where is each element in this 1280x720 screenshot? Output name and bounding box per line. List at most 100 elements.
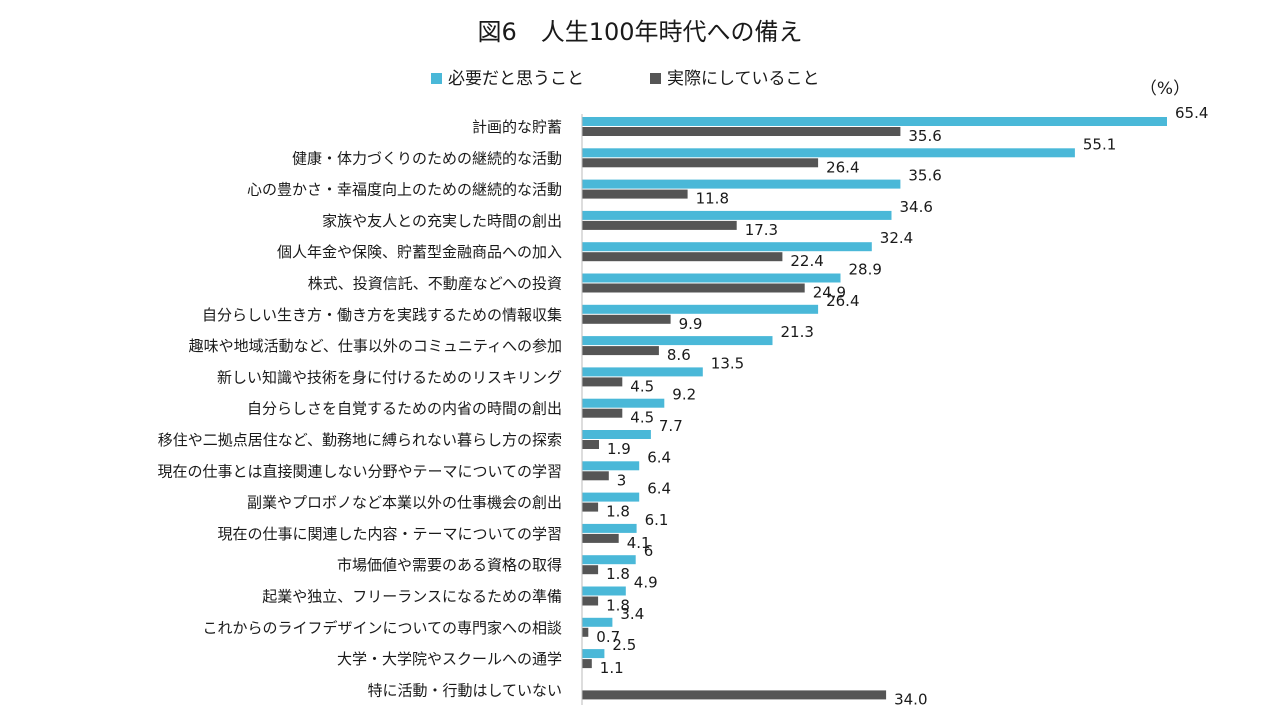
bar-needed — [582, 336, 773, 346]
bar-actual — [582, 346, 659, 356]
value-label-needed: 6.4 — [647, 448, 671, 466]
bar-needed — [582, 210, 892, 220]
bar-needed — [582, 430, 651, 439]
value-label-actual: 1.9 — [607, 440, 631, 458]
value-label-actual: 8.6 — [667, 346, 691, 364]
value-label-actual: 17.3 — [745, 221, 778, 239]
value-label-actual: 1.1 — [600, 659, 624, 677]
value-label-actual: 11.8 — [696, 190, 729, 208]
value-label-actual: 4.1 — [627, 534, 651, 552]
value-label-actual: 1.8 — [606, 565, 630, 583]
bar-needed — [582, 367, 703, 377]
category-label: 新しい知識や技術を身に付けるためのリスキリング — [217, 368, 562, 386]
value-label-actual: 0.7 — [596, 628, 620, 646]
value-label-needed: 34.6 — [900, 198, 933, 216]
value-label-actual: 1.8 — [606, 597, 630, 615]
value-label-needed: 13.5 — [711, 354, 744, 372]
category-label: 現在の仕事に関連した内容・テーマについての学習 — [217, 525, 562, 543]
value-label-needed: 55.1 — [1083, 135, 1116, 153]
value-label-needed: 32.4 — [880, 229, 913, 247]
bar-actual — [582, 533, 619, 543]
chart-title: 図6 人生100年時代への備え — [477, 18, 802, 46]
bar-needed — [582, 304, 819, 314]
bar-actual — [582, 502, 599, 512]
bar-actual — [582, 314, 671, 324]
category-label: 計画的な貯蓄 — [472, 118, 562, 136]
bar-actual — [582, 377, 623, 387]
bar-needed — [582, 461, 640, 471]
value-label-needed: 26.4 — [826, 292, 859, 310]
legend-label-needed: 必要だと思うこと — [448, 69, 584, 89]
legend-swatch-actual — [650, 73, 661, 84]
bar-actual — [582, 440, 599, 449]
bar-actual — [582, 189, 688, 199]
category-label: 移住や二拠点居住など、勤務地に縛られない暮らし方の探索 — [158, 431, 562, 449]
value-label-actual: 22.4 — [790, 252, 823, 270]
category-label: 特に活動・行動はしていない — [367, 681, 562, 699]
legend: 必要だと思うこと 実際にしていること — [431, 69, 820, 89]
bar-actual — [582, 596, 599, 606]
value-label-actual: 4.5 — [630, 377, 654, 395]
bar-needed — [582, 555, 636, 565]
value-label-needed: 2.5 — [612, 636, 636, 654]
value-label-actual: 3 — [617, 471, 627, 489]
value-label-needed: 35.6 — [908, 167, 941, 185]
bar-actual — [582, 283, 805, 293]
value-label-actual: 35.6 — [908, 127, 941, 145]
bar-actual — [582, 220, 737, 230]
value-label-actual: 34.0 — [894, 690, 927, 708]
bar-actual — [582, 659, 592, 669]
value-label-needed: 4.9 — [634, 574, 658, 592]
category-label: 副業やプロボノなど本業以外の仕事機会の創出 — [247, 494, 562, 512]
bar-needed — [582, 273, 841, 283]
value-label-actual: 26.4 — [826, 158, 859, 176]
bar-actual — [582, 408, 623, 418]
category-label: 心の豊かさ・幸福度向上のための継続的な活動 — [247, 181, 562, 199]
category-label: 大学・大学院やスクールへの通学 — [337, 650, 562, 668]
value-label-actual: 9.9 — [679, 315, 703, 333]
bar-needed — [582, 523, 637, 533]
bar-needed — [582, 117, 1167, 126]
value-label-needed: 6.4 — [647, 480, 671, 498]
bar-needed — [582, 148, 1075, 158]
bar-actual — [582, 127, 901, 136]
bar-actual — [582, 690, 887, 700]
unit-label: （%） — [1140, 79, 1190, 99]
value-label-actual: 4.5 — [630, 409, 654, 427]
category-label: 家族や友人との充実した時間の創出 — [322, 212, 562, 230]
bar-actual — [582, 252, 783, 262]
category-labels: 計画的な貯蓄健康・体力づくりのための継続的な活動心の豊かさ・幸福度向上のための継… — [157, 118, 562, 699]
value-label-needed: 6 — [644, 542, 654, 560]
bar-actual — [582, 471, 609, 481]
bar-needed — [582, 179, 901, 189]
category-label: 現在の仕事とは直接関連しない分野やテーマについての学習 — [157, 462, 562, 480]
value-labels: 65.4 35.6 55.1 26.4 35.6 11.8 34.6 17.3 32.4 22.4… — [596, 104, 1208, 708]
bar-needed — [582, 586, 626, 596]
bar-actual — [582, 627, 589, 637]
value-label-needed: 7.7 — [659, 417, 683, 435]
value-label-needed: 21.3 — [781, 323, 814, 341]
bar-actual — [582, 565, 599, 575]
category-label: 市場価値や需要のある資格の取得 — [337, 556, 562, 574]
bar-needed — [582, 649, 605, 659]
category-label: 起業や独立、フリーランスになるための準備 — [262, 588, 562, 606]
value-label-needed: 28.9 — [849, 261, 882, 279]
category-label: 株式、投資信託、不動産などへの投資 — [308, 275, 562, 293]
bar-needed — [582, 242, 872, 252]
value-label-needed: 9.2 — [672, 386, 696, 404]
category-label: 健康・体力づくりのための継続的な活動 — [292, 149, 562, 167]
category-label: 自分らしさを自覚するための内省の時間の創出 — [247, 400, 562, 418]
value-label-needed: 6.1 — [645, 511, 669, 529]
category-label: 自分らしい生き方・働き方を実践するための情報収集 — [202, 306, 562, 324]
bar-needed — [582, 398, 665, 408]
value-label-needed: 3.4 — [620, 605, 644, 623]
bar-needed — [582, 492, 640, 502]
value-label-needed: 65.4 — [1175, 104, 1208, 122]
legend-swatch-needed — [431, 73, 442, 84]
legend-label-actual: 実際にしていること — [667, 69, 820, 89]
value-label-actual: 24.9 — [813, 284, 846, 302]
bars-layer — [582, 117, 1167, 700]
bar-actual — [582, 158, 819, 168]
